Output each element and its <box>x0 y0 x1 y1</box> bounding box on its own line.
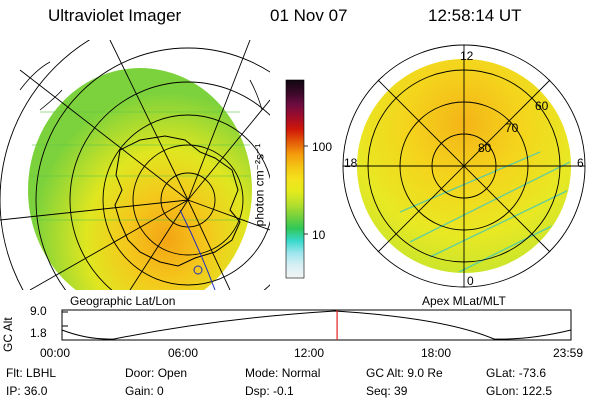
x-tick-0000: 00:00 <box>40 346 71 360</box>
coastline <box>114 135 241 267</box>
time-label: 12:58:14 UT <box>428 6 522 25</box>
mlt-image: 12 18 6 0 80 70 60 <box>342 44 586 288</box>
right-panel-caption: Apex MLat/MLT <box>422 294 506 308</box>
y-tick-high: 9.0 <box>30 304 47 318</box>
mlat-label-80: 80 <box>478 141 492 155</box>
left-emission-disk <box>28 68 252 290</box>
colorbar-tick-high: 100 <box>312 140 333 154</box>
status-ip: IP: 36.0 <box>6 384 48 398</box>
timeline-axis-label: GC Alt <box>1 317 15 352</box>
status-glon: GLon: 122.5 <box>486 384 553 398</box>
x-tick-1800: 18:00 <box>421 346 452 360</box>
date-label: 01 Nov 07 <box>270 6 348 25</box>
status-gain: Gain: 0 <box>125 384 164 398</box>
geographic-grid <box>0 40 270 290</box>
status-door: Door: Open <box>125 366 188 380</box>
orbit-timeline: GC Alt 9.0 1.8 <box>1 304 572 352</box>
y-tick-low: 1.8 <box>30 326 47 340</box>
mlat-label-70: 70 <box>505 121 519 135</box>
colorbar-label: photon cm⁻²s⁻¹ <box>252 143 267 227</box>
status-mode: Mode: Normal <box>245 366 321 380</box>
mlt-label-0: 0 <box>467 274 474 288</box>
mlt-label-6: 6 <box>577 156 584 170</box>
geographic-image <box>0 40 270 290</box>
x-tick-0600: 06:00 <box>168 346 199 360</box>
status-filter: Flt: LBHL <box>6 366 57 380</box>
timeline-frame <box>61 309 572 341</box>
x-tick-1200: 12:00 <box>294 346 325 360</box>
status-dsp: Dsp: -0.1 <box>245 384 294 398</box>
altitude-curve <box>61 310 572 340</box>
mlt-grid <box>342 44 586 288</box>
left-panel-caption: Geographic Lat/Lon <box>70 294 176 308</box>
mlt-label-12: 12 <box>460 49 474 63</box>
status-gc-alt: GC Alt: 9.0 Re <box>366 366 443 380</box>
instrument-title: Ultraviolet Imager <box>48 6 182 25</box>
status-seq: Seq: 39 <box>366 384 408 398</box>
status-glat: GLat: -73.6 <box>486 366 547 380</box>
colorbar <box>285 79 308 279</box>
mlt-label-18: 18 <box>344 156 358 170</box>
mlat-label-60: 60 <box>535 99 549 113</box>
x-tick-2359: 23:59 <box>553 346 584 360</box>
colorbar-tick-low: 10 <box>312 228 326 242</box>
